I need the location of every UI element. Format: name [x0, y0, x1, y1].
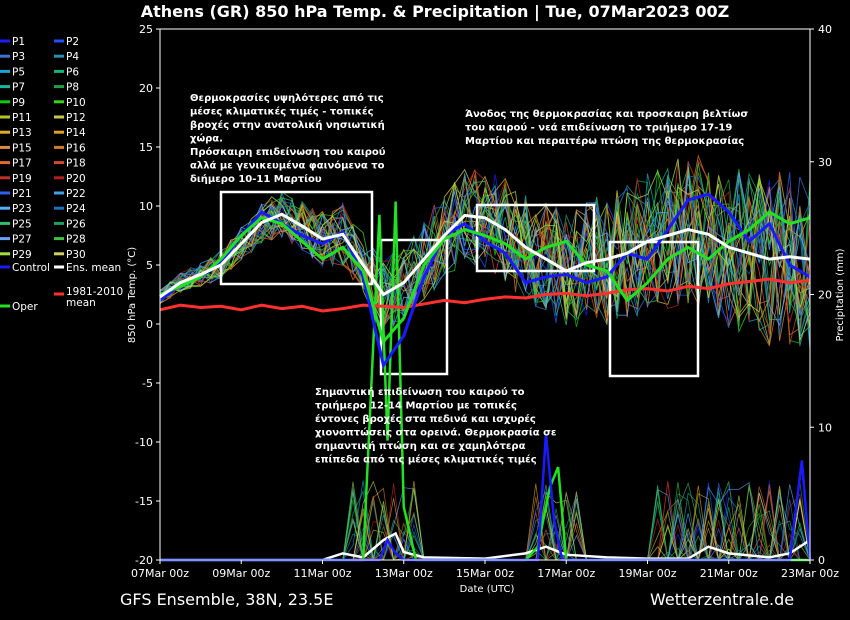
- x-tick-label: 11Mar 00z: [293, 567, 351, 580]
- legend-label: P30: [66, 249, 86, 261]
- legend-label: P26: [66, 218, 86, 230]
- member-line-p27: [159, 171, 811, 328]
- chart-title: Athens (GR) 850 hPa Temp. & Precipitatio…: [141, 2, 730, 22]
- annotation-text-2: Άνοδος της θερμοκρασίας και προσκαιρη βε…: [465, 108, 748, 147]
- annotation-box-3: [475, 203, 596, 273]
- x-tick-label: 17Mar 00z: [537, 567, 595, 580]
- legend-label: P3: [12, 51, 25, 63]
- y-axis-right-label: Precipitation (mm): [835, 248, 846, 341]
- y-right-tick-label: 20: [818, 289, 832, 302]
- legend-label: P27: [12, 234, 32, 246]
- legend-label: P19: [12, 173, 32, 185]
- legend-label: P22: [66, 188, 86, 200]
- legend-label: P25: [12, 218, 32, 230]
- legend-label: P2: [66, 36, 79, 48]
- y-tick-label: 20: [139, 82, 153, 95]
- legend-label: P5: [12, 66, 25, 78]
- legend-label: P14: [66, 127, 86, 139]
- x-axis-label: Date (UTC): [460, 584, 515, 595]
- x-tick-label: 19Mar 00z: [618, 567, 676, 580]
- legend-label: P6: [66, 66, 79, 78]
- y-right-tick-label: 40: [818, 23, 832, 36]
- legend-label: P10: [66, 97, 86, 109]
- legend-label: P23: [12, 203, 32, 215]
- y-right-tick-label: 30: [818, 156, 832, 169]
- member-line-p16: [159, 154, 811, 348]
- y-tick-label: -20: [135, 554, 153, 567]
- x-tick-label: 15Mar 00z: [456, 567, 514, 580]
- legend-label: P18: [66, 158, 86, 170]
- footer-model: GFS Ensemble, 38N, 23.5E: [120, 590, 333, 609]
- legend-label: P1: [12, 36, 25, 48]
- y-tick-label: 10: [139, 200, 153, 213]
- x-tick-label: 07Mar 00z: [131, 567, 189, 580]
- y-tick-label: 15: [139, 141, 153, 154]
- legend-label: P20: [66, 173, 86, 185]
- legend-label: P28: [66, 234, 86, 246]
- x-tick-label: 21Mar 00z: [700, 567, 758, 580]
- legend-label: Oper: [12, 301, 38, 313]
- temp-line-1981-2010-mean: [159, 277, 811, 313]
- y-axis-left: -20 -15 -10 -5 0 5 10 15 20 25: [135, 23, 160, 567]
- annotation-box-1: [219, 190, 374, 286]
- legend-label: P8: [66, 82, 79, 94]
- x-tick-label: 13Mar 00z: [375, 567, 433, 580]
- annotation-box-4: [608, 240, 700, 378]
- legend-label: P11: [12, 112, 32, 124]
- legend-label: 1981-2010 mean: [66, 286, 123, 309]
- legend-label: P12: [66, 112, 86, 124]
- y-tick-label: -5: [142, 377, 153, 390]
- y-right-tick-label: 0: [818, 554, 825, 567]
- footer-source: Wetterzentrale.de: [650, 590, 794, 609]
- y-axis-left-label: 850 hPa Temp. (°C): [127, 247, 138, 343]
- x-tick-label: 23Mar 00z: [781, 567, 839, 580]
- member-line-p30: [159, 183, 811, 341]
- member-line-p28: [159, 163, 811, 327]
- x-axis: 07Mar 00z 09Mar 00z 11Mar 00z 13Mar 00z 15Ma…: [131, 560, 839, 580]
- member-line-p29: [159, 158, 811, 315]
- legend-label: P21: [12, 188, 32, 200]
- annotation-text-3: Σημαντική επιδείνωση του καιρού το τριήμε…: [315, 386, 557, 466]
- temp-line-ens-mean: [159, 212, 811, 299]
- legend-label: P24: [66, 203, 86, 215]
- y-tick-label: 5: [146, 259, 153, 272]
- legend-label: P16: [66, 142, 86, 154]
- y-right-tick-label: 10: [818, 421, 832, 434]
- x-tick-label: 09Mar 00z: [212, 567, 270, 580]
- legend-label: P9: [12, 97, 25, 109]
- legend-label: Ens. mean: [66, 262, 121, 274]
- legend-label: P13: [12, 127, 32, 139]
- y-axis-right: 0 10 20 30 40: [810, 23, 832, 567]
- legend-label: P15: [12, 142, 32, 154]
- annotations: Θερμοκρασίες υψηλότερες από τις μέσες κλι…: [190, 92, 748, 466]
- legend: P1 P2 P3 P4 P5 P6 P7 P8 P9 P10 P11 P12 P13 P14 P15 P16 P…: [0, 36, 123, 313]
- legend-label: P4: [66, 51, 79, 63]
- annotation-text-1: Θερμοκρασίες υψηλότερες από τις μέσες κλι…: [190, 92, 386, 185]
- y-tick-label: 0: [146, 318, 153, 331]
- legend-label: P7: [12, 82, 25, 94]
- legend-label: P29: [12, 249, 32, 261]
- y-tick-label: -10: [135, 436, 153, 449]
- y-tick-label: -15: [135, 495, 153, 508]
- legend-label: Control: [12, 262, 50, 274]
- y-tick-label: 25: [139, 23, 153, 36]
- legend-label: P17: [12, 158, 32, 170]
- temp-line-control: [159, 192, 811, 369]
